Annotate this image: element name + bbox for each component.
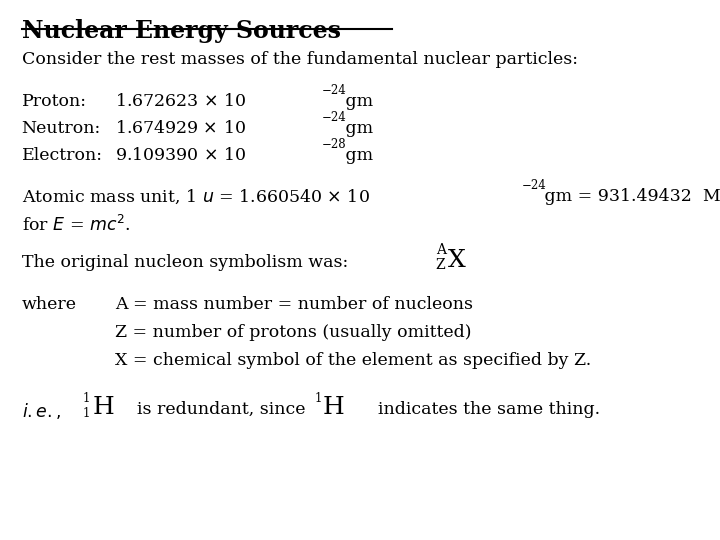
Text: is redundant, since: is redundant, since (137, 401, 305, 417)
Text: Neutron:: Neutron: (22, 120, 101, 137)
Text: gm: gm (340, 147, 373, 164)
Text: A = mass number = number of nucleons: A = mass number = number of nucleons (115, 296, 473, 313)
Text: Z: Z (436, 258, 445, 272)
Text: X = chemical symbol of the element as specified by Z.: X = chemical symbol of the element as sp… (115, 352, 591, 369)
Text: Z = number of protons (usually omitted): Z = number of protons (usually omitted) (115, 324, 472, 341)
Text: X: X (448, 249, 466, 273)
Text: −28: −28 (322, 138, 346, 151)
Text: 1.674929 $\times$ 10: 1.674929 $\times$ 10 (115, 120, 246, 137)
Text: Atomic mass unit, 1 $u$ = 1.660540 $\times$ 10: Atomic mass unit, 1 $u$ = 1.660540 $\tim… (22, 188, 369, 206)
Text: 9.109390 $\times$ 10: 9.109390 $\times$ 10 (115, 147, 247, 164)
Text: gm: gm (340, 93, 373, 110)
Text: 1.672623 $\times$ 10: 1.672623 $\times$ 10 (115, 93, 247, 110)
Text: gm = 931.49432  MeV,: gm = 931.49432 MeV, (539, 188, 720, 205)
Text: The original nucleon symbolism was:: The original nucleon symbolism was: (22, 254, 348, 271)
Text: H: H (323, 396, 344, 420)
Text: for $E$ = $mc^2$.: for $E$ = $mc^2$. (22, 215, 130, 235)
Text: Proton:: Proton: (22, 93, 86, 110)
Text: −24: −24 (522, 179, 546, 192)
Text: 1: 1 (83, 392, 90, 405)
Text: 1: 1 (315, 392, 322, 405)
Text: −24: −24 (322, 84, 346, 97)
Text: 1: 1 (83, 407, 90, 420)
Text: H: H (92, 396, 114, 420)
Text: indicates the same thing.: indicates the same thing. (367, 401, 600, 417)
Text: Electron:: Electron: (22, 147, 102, 164)
Text: −24: −24 (322, 111, 346, 124)
Text: $i.e.,$: $i.e.,$ (22, 401, 60, 421)
Text: gm: gm (340, 120, 373, 137)
Text: where: where (22, 296, 76, 313)
Text: Consider the rest masses of the fundamental nuclear particles:: Consider the rest masses of the fundamen… (22, 51, 577, 68)
Text: Nuclear Energy Sources: Nuclear Energy Sources (22, 19, 341, 43)
Text: A: A (436, 243, 446, 257)
